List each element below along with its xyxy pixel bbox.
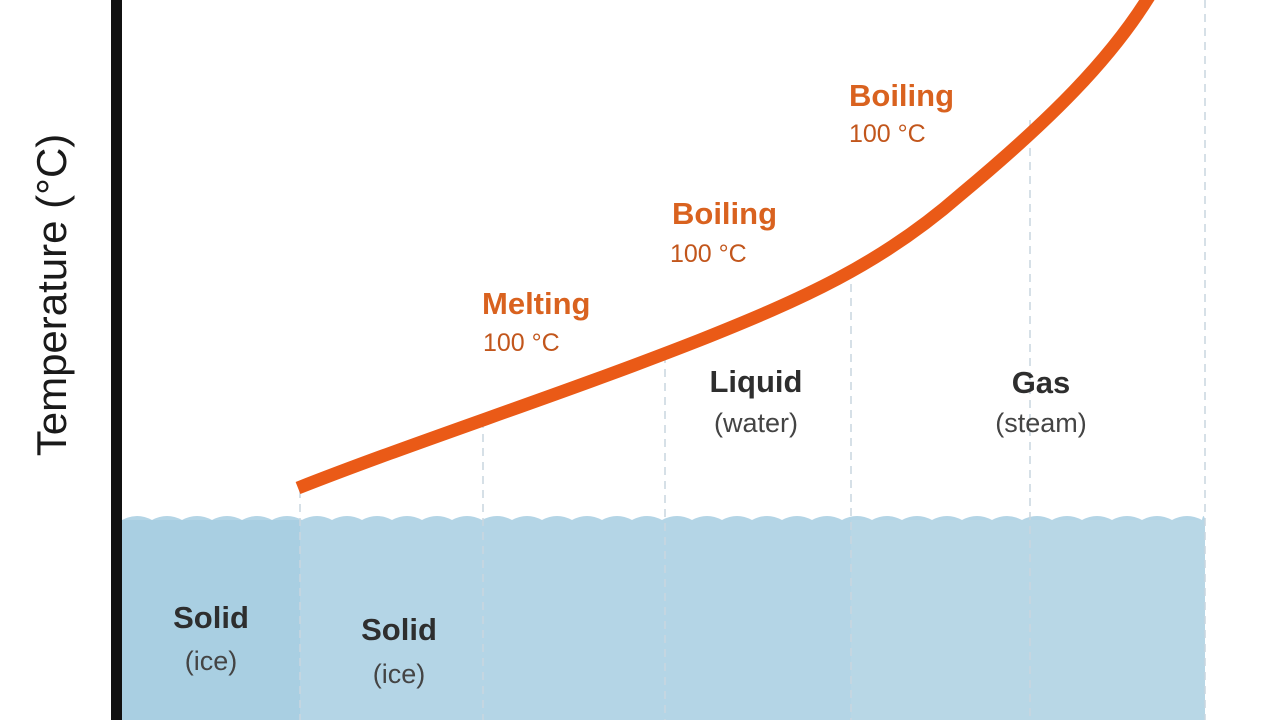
annotation-value: 100 °C	[849, 120, 926, 148]
region-detail: (ice)	[185, 646, 238, 676]
annotation-value: 100 °C	[483, 329, 560, 357]
region-name: Liquid	[710, 364, 803, 399]
region-name: Gas	[1012, 365, 1071, 400]
water-shade	[122, 520, 300, 720]
annotation-title: Melting	[482, 286, 591, 321]
water-shade	[851, 520, 1205, 720]
region-name: Solid	[361, 612, 437, 647]
y-axis	[111, 0, 122, 720]
annotation-value: 100 °C	[670, 240, 747, 268]
annotation-title: Boiling	[849, 78, 954, 113]
region-detail: (ice)	[373, 659, 426, 689]
dividers	[299, 0, 1206, 720]
region-name: Solid	[173, 600, 249, 635]
region-detail: (steam)	[995, 408, 1087, 438]
region-detail: (water)	[714, 408, 798, 438]
temperature-curve	[295, 0, 1155, 495]
axis-label: Temperature (°C)	[28, 134, 75, 457]
annotation-title: Boiling	[672, 196, 777, 231]
